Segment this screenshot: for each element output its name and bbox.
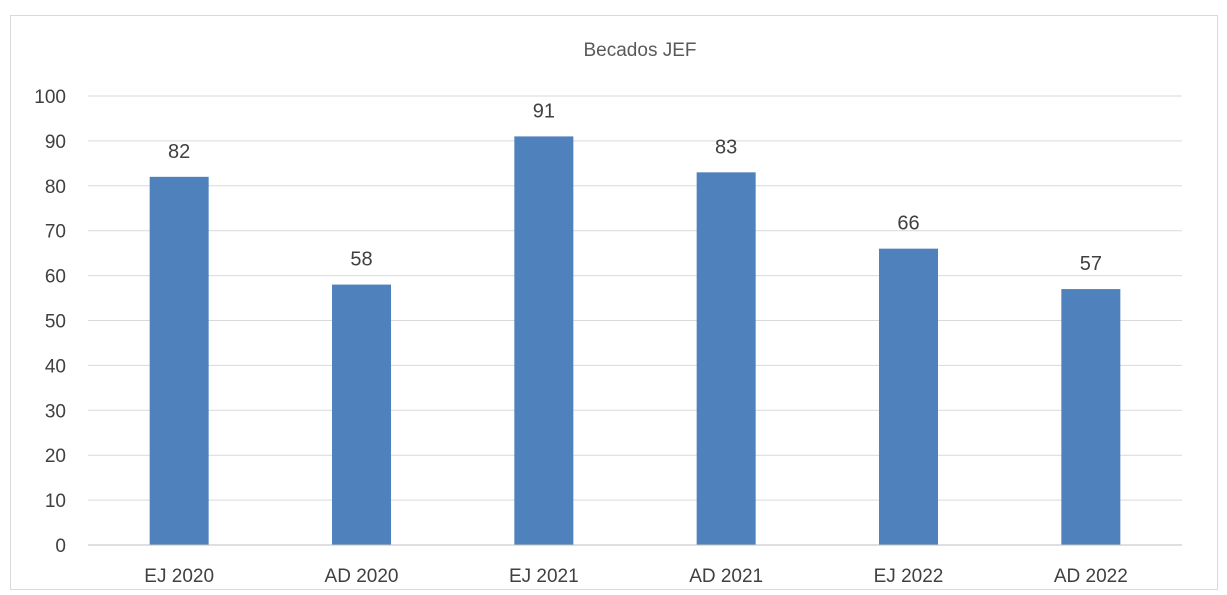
data-label: 66	[897, 213, 919, 235]
data-label: 57	[1080, 253, 1102, 275]
bar	[514, 136, 574, 545]
y-tick-label: 100	[34, 87, 66, 108]
x-tick-label: AD 2021	[689, 566, 763, 587]
data-label: 83	[715, 136, 737, 158]
y-tick-label: 30	[45, 401, 66, 422]
bar	[879, 248, 938, 545]
x-tick-label: EJ 2022	[874, 566, 944, 587]
y-tick-label: 0	[55, 536, 66, 557]
y-tick-label: 20	[45, 446, 66, 467]
x-tick-label: AD 2022	[1054, 566, 1128, 587]
y-axis-ticks: 0 10 20 30 40 50 60 70 80 90 100	[34, 87, 66, 557]
x-tick-label: EJ 2021	[509, 566, 579, 587]
bar	[696, 172, 756, 545]
bar	[1061, 289, 1121, 545]
y-tick-label: 80	[45, 177, 66, 198]
data-label: 91	[533, 100, 555, 122]
bars	[149, 136, 1121, 545]
bar	[149, 176, 209, 545]
data-label: 58	[350, 249, 372, 271]
y-tick-label: 70	[45, 222, 66, 243]
y-tick-label: 40	[45, 356, 66, 377]
x-axis-ticks: EJ 2020 AD 2020 EJ 2021 AD 2021 EJ 2022 AD 20…	[144, 566, 1128, 587]
gridlines	[88, 95, 1182, 501]
y-tick-label: 10	[45, 491, 66, 512]
chart-title: Becados JEF	[584, 40, 697, 61]
data-label: 82	[168, 141, 190, 163]
chart-frame	[10, 15, 1218, 590]
bar	[332, 284, 391, 545]
x-tick-label: AD 2020	[325, 566, 399, 587]
y-tick-label: 60	[45, 267, 66, 288]
y-tick-label: 90	[45, 132, 66, 153]
x-tick-label: EJ 2020	[144, 566, 214, 587]
data-labels: 82 58 91 83 66 57	[168, 100, 1102, 275]
y-tick-label: 50	[45, 312, 66, 333]
